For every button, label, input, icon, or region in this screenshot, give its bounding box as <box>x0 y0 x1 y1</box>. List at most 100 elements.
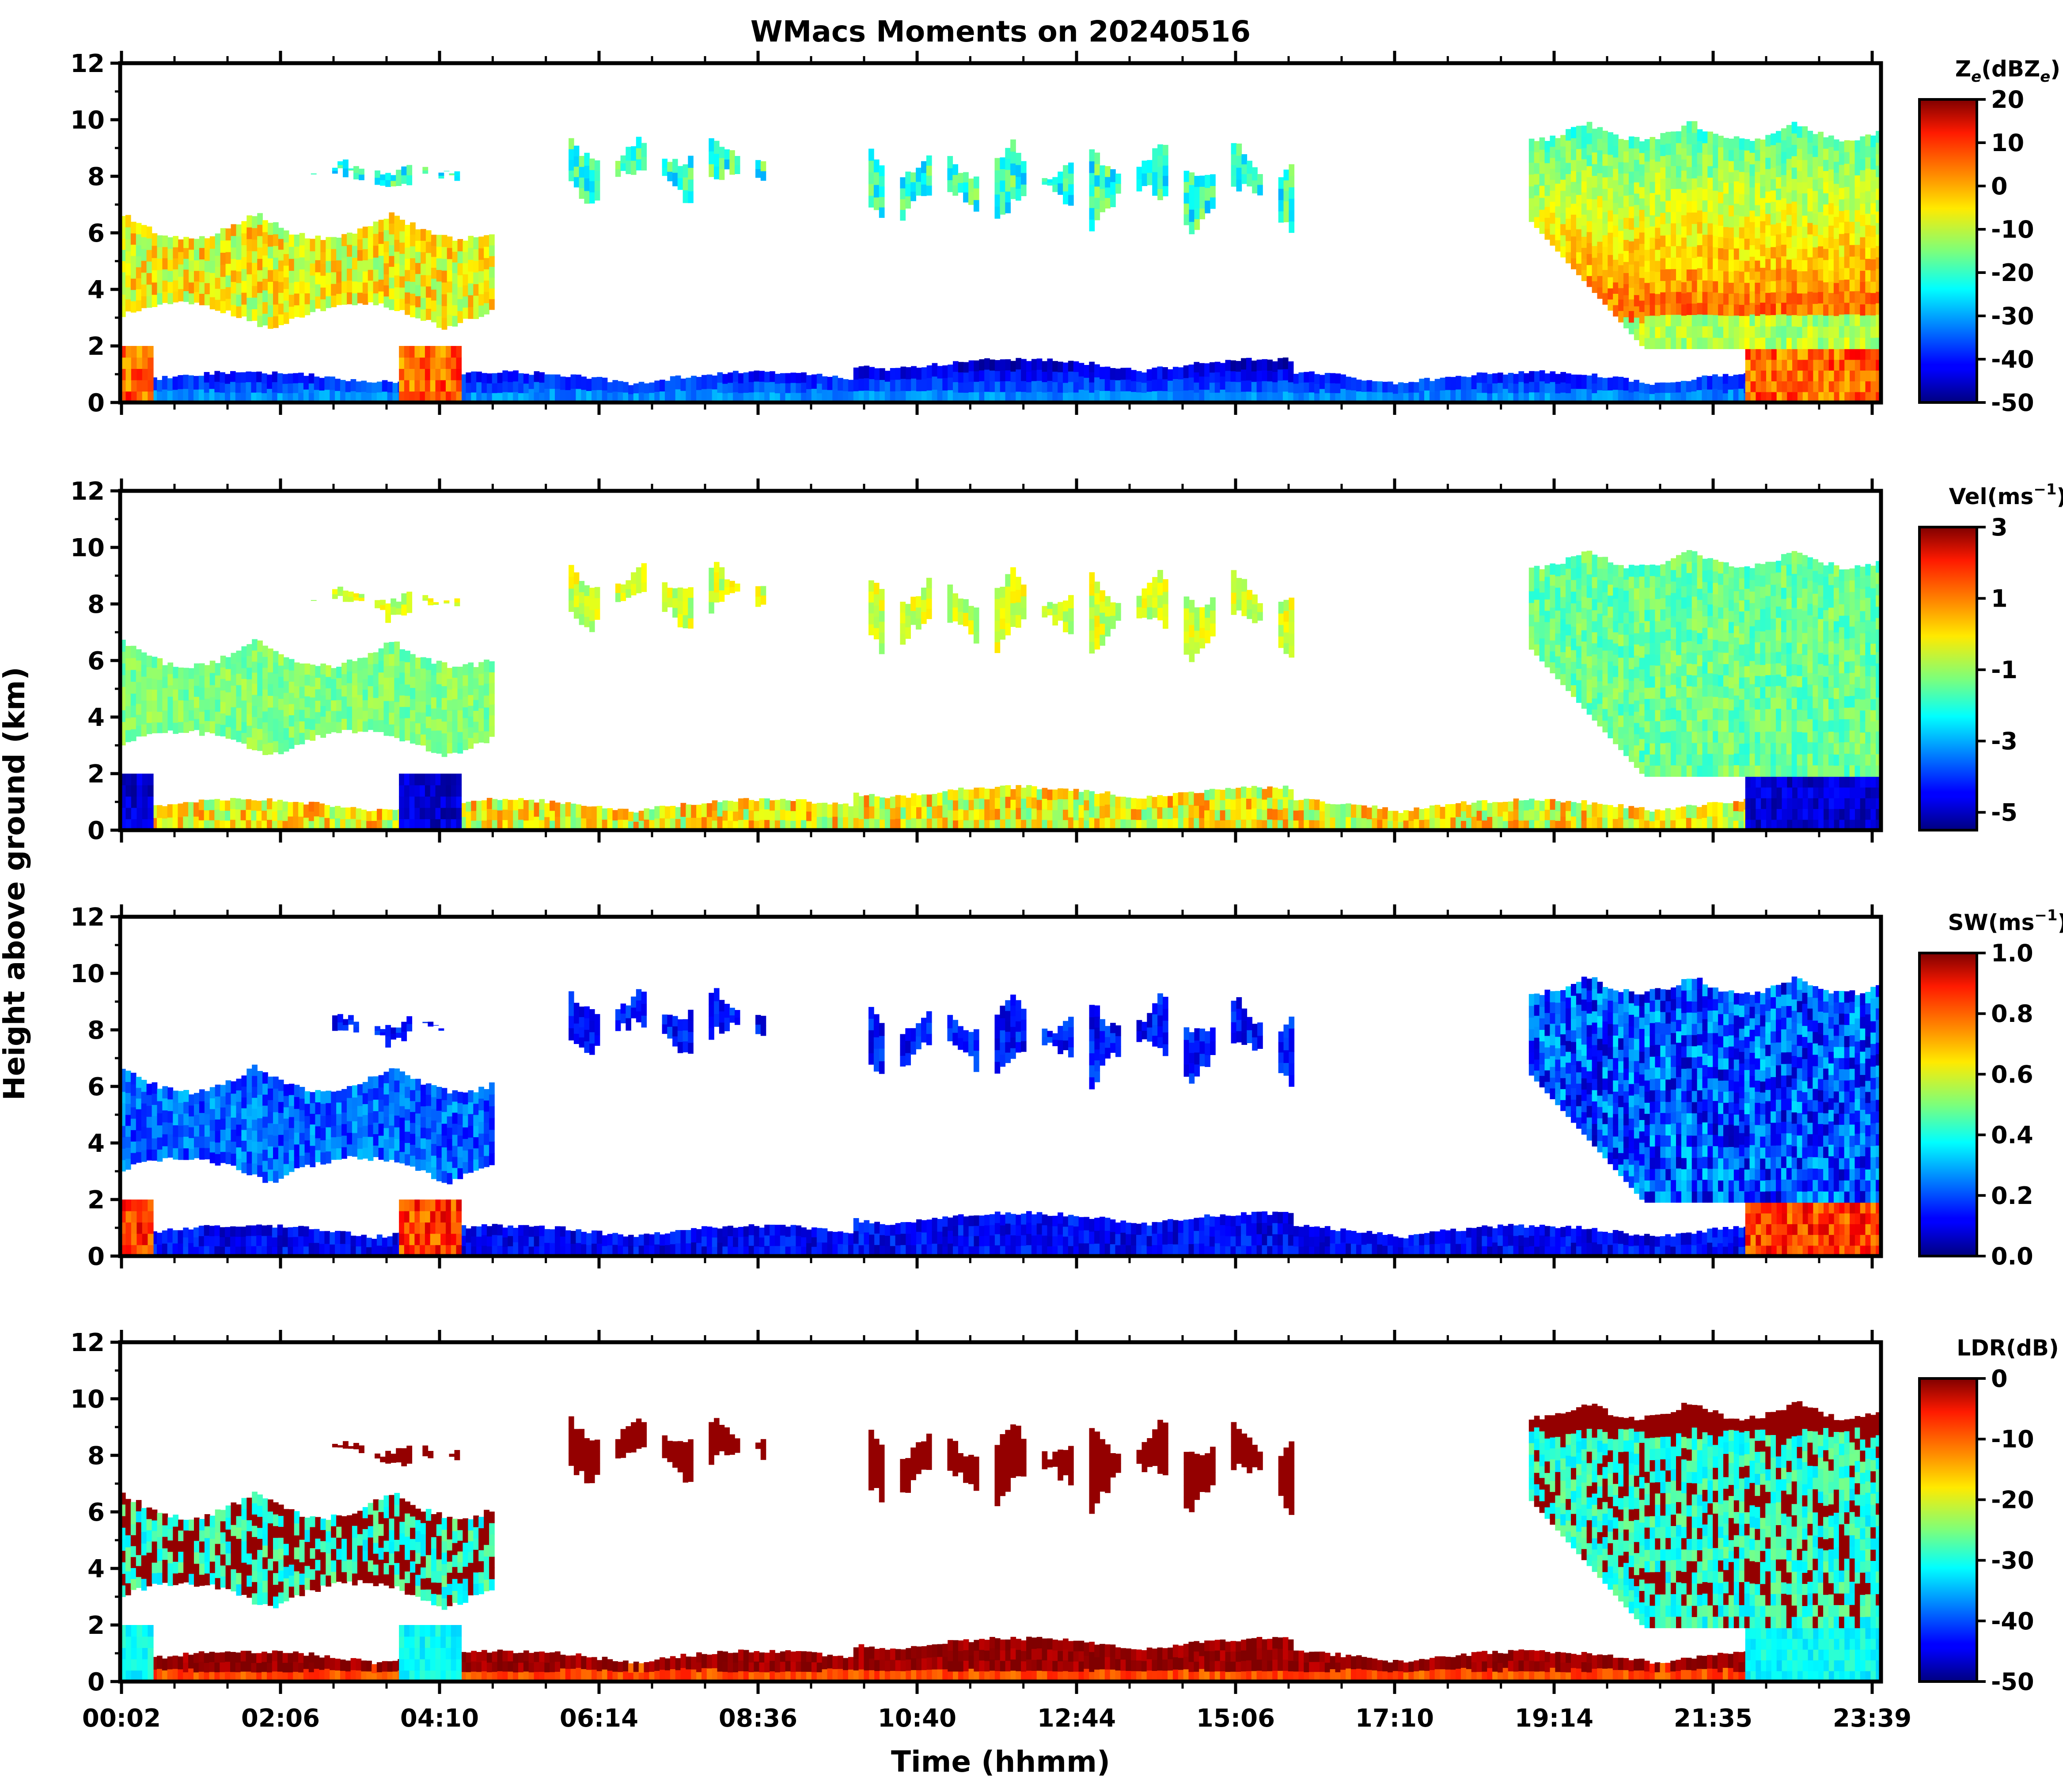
echo-cell-mid-cloud <box>252 739 258 751</box>
echo-cell-mid-cloud <box>463 263 469 274</box>
echo-cell-deep-cloud <box>1639 334 1645 346</box>
echo-cell-mid-cloud <box>447 292 453 304</box>
echo-cell-mid-cloud <box>152 245 158 258</box>
echo-cell-low-cloud <box>1031 786 1037 798</box>
echo-cell-mid-cloud <box>220 264 226 277</box>
echo-cell-deep-cloud <box>1786 338 1792 349</box>
echo-cell-mid-cloud <box>441 698 447 710</box>
echo-cell-low-cloud <box>948 820 953 831</box>
echo-cell-mid-cloud <box>410 732 416 744</box>
echo-cell-rain <box>430 357 436 369</box>
echo-cell-cirrus <box>1058 171 1063 184</box>
echo-cell-low-cloud <box>774 383 781 394</box>
echo-cell-low-cloud <box>979 370 985 381</box>
echo-cell-deep-cloud <box>1733 159 1740 171</box>
echo-cell-low-cloud <box>262 820 267 831</box>
echo-cell-mid-cloud <box>294 698 300 710</box>
echo-cell-deep-cloud <box>1776 268 1782 281</box>
y-tick-label: 2 <box>87 332 105 361</box>
echo-cell-deep-cloud <box>1733 136 1740 148</box>
echo-cell-rain <box>1865 370 1871 382</box>
echo-cell-mid-cloud <box>489 725 495 737</box>
echo-cell-deep-cloud <box>1771 303 1776 315</box>
echo-cell-deep-cloud <box>1528 174 1535 186</box>
echo-cell-mid-cloud <box>204 665 210 677</box>
echo-cell-cirrus <box>573 584 580 596</box>
echo-cell-rain <box>1797 809 1803 820</box>
echo-cell-mid-cloud <box>215 266 221 278</box>
echo-cell-low-cloud <box>596 377 603 390</box>
echo-cell-deep-cloud <box>1860 136 1866 148</box>
echo-cell-rain <box>137 774 143 786</box>
echo-cell-rain <box>1865 349 1871 360</box>
echo-cell-low-cloud <box>921 379 927 391</box>
echo-cell-mid-cloud <box>246 215 252 228</box>
echo-cell-cirrus <box>449 174 455 175</box>
echo-cell-mid-cloud <box>178 678 184 690</box>
echo-cell-mid-cloud <box>236 306 242 318</box>
echo-cell-low-cloud <box>759 371 765 382</box>
echo-cell-rain <box>1792 787 1798 798</box>
echo-cell-mid-cloud <box>331 283 337 296</box>
echo-cell-deep-cloud <box>1854 209 1861 222</box>
echo-cell-low-cloud <box>1230 809 1236 820</box>
echo-cell-low-cloud <box>1236 382 1241 393</box>
echo-cell-mid-cloud <box>399 661 405 673</box>
echo-cell-low-cloud <box>1456 803 1461 817</box>
echo-cell-low-cloud <box>204 810 210 820</box>
x-axis-label: Time (hhmm) <box>891 1745 1110 1779</box>
echo-cell-low-cloud <box>596 806 603 819</box>
echo-cell-cirrus <box>1236 155 1242 168</box>
echo-cell-low-cloud <box>1445 376 1451 390</box>
echo-cell-low-cloud <box>1282 819 1289 831</box>
echo-cell-deep-cloud <box>1581 225 1587 237</box>
echo-cell-low-cloud <box>1220 820 1226 831</box>
echo-cell-rain <box>137 368 143 380</box>
echo-cell-deep-cloud <box>1644 271 1650 283</box>
echo-cell-low-cloud <box>1424 390 1430 403</box>
echo-cell-mid-cloud <box>457 275 463 288</box>
echo-cell-rain <box>1756 359 1761 371</box>
echo-cell-mid-cloud <box>236 247 242 260</box>
echo-cell-deep-cloud <box>1691 155 1698 167</box>
echo-cell-cirrus <box>1163 165 1168 176</box>
echo-cell-low-cloud <box>1440 818 1446 831</box>
echo-cell-low-cloud <box>235 820 241 831</box>
echo-cell-deep-cloud <box>1818 303 1824 315</box>
echo-cell-cirrus <box>620 592 626 601</box>
echo-cell-deep-cloud <box>1818 292 1824 304</box>
echo-cell-low-cloud <box>1576 388 1582 403</box>
echo-cell-low-cloud <box>717 392 723 403</box>
echo-cell-low-cloud <box>528 375 535 389</box>
echo-cell-low-cloud <box>1031 819 1037 831</box>
echo-cell-low-cloud <box>1094 364 1100 378</box>
echo-cell-deep-cloud <box>1807 199 1813 212</box>
echo-cell-low-cloud <box>911 805 917 818</box>
echo-cell-deep-cloud <box>1650 137 1656 148</box>
echo-cell-low-cloud <box>1016 358 1021 370</box>
echo-cell-deep-cloud <box>1691 326 1698 338</box>
echo-cell-deep-cloud <box>1749 314 1756 326</box>
echo-cell-low-cloud <box>748 382 755 393</box>
echo-cell-low-cloud <box>1434 391 1441 403</box>
echo-cell-low-cloud <box>1152 391 1158 403</box>
echo-cell-low-cloud <box>953 820 959 831</box>
echo-cell-low-cloud <box>754 820 760 831</box>
echo-cell-low-cloud <box>596 390 603 403</box>
echo-cell-low-cloud <box>895 818 901 831</box>
echo-cell-deep-cloud <box>1739 138 1745 150</box>
echo-cell-deep-cloud <box>1634 137 1640 149</box>
echo-cell-deep-cloud <box>1613 202 1619 215</box>
echo-cell-mid-cloud <box>473 307 479 319</box>
echo-cell-low-cloud <box>1608 805 1613 818</box>
echo-cell-deep-cloud <box>1718 147 1724 159</box>
echo-cell-deep-cloud <box>1802 271 1808 283</box>
echo-cell-low-cloud <box>858 819 865 831</box>
echo-cell-low-cloud <box>225 820 231 831</box>
echo-cell-low-cloud <box>1267 808 1273 820</box>
echo-cell-cirrus <box>1068 608 1074 622</box>
echo-cell-low-cloud <box>372 392 377 403</box>
echo-cell-cirrus <box>1289 633 1295 646</box>
echo-cell-deep-cloud <box>1771 144 1776 157</box>
echo-cell-mid-cloud <box>484 280 489 292</box>
